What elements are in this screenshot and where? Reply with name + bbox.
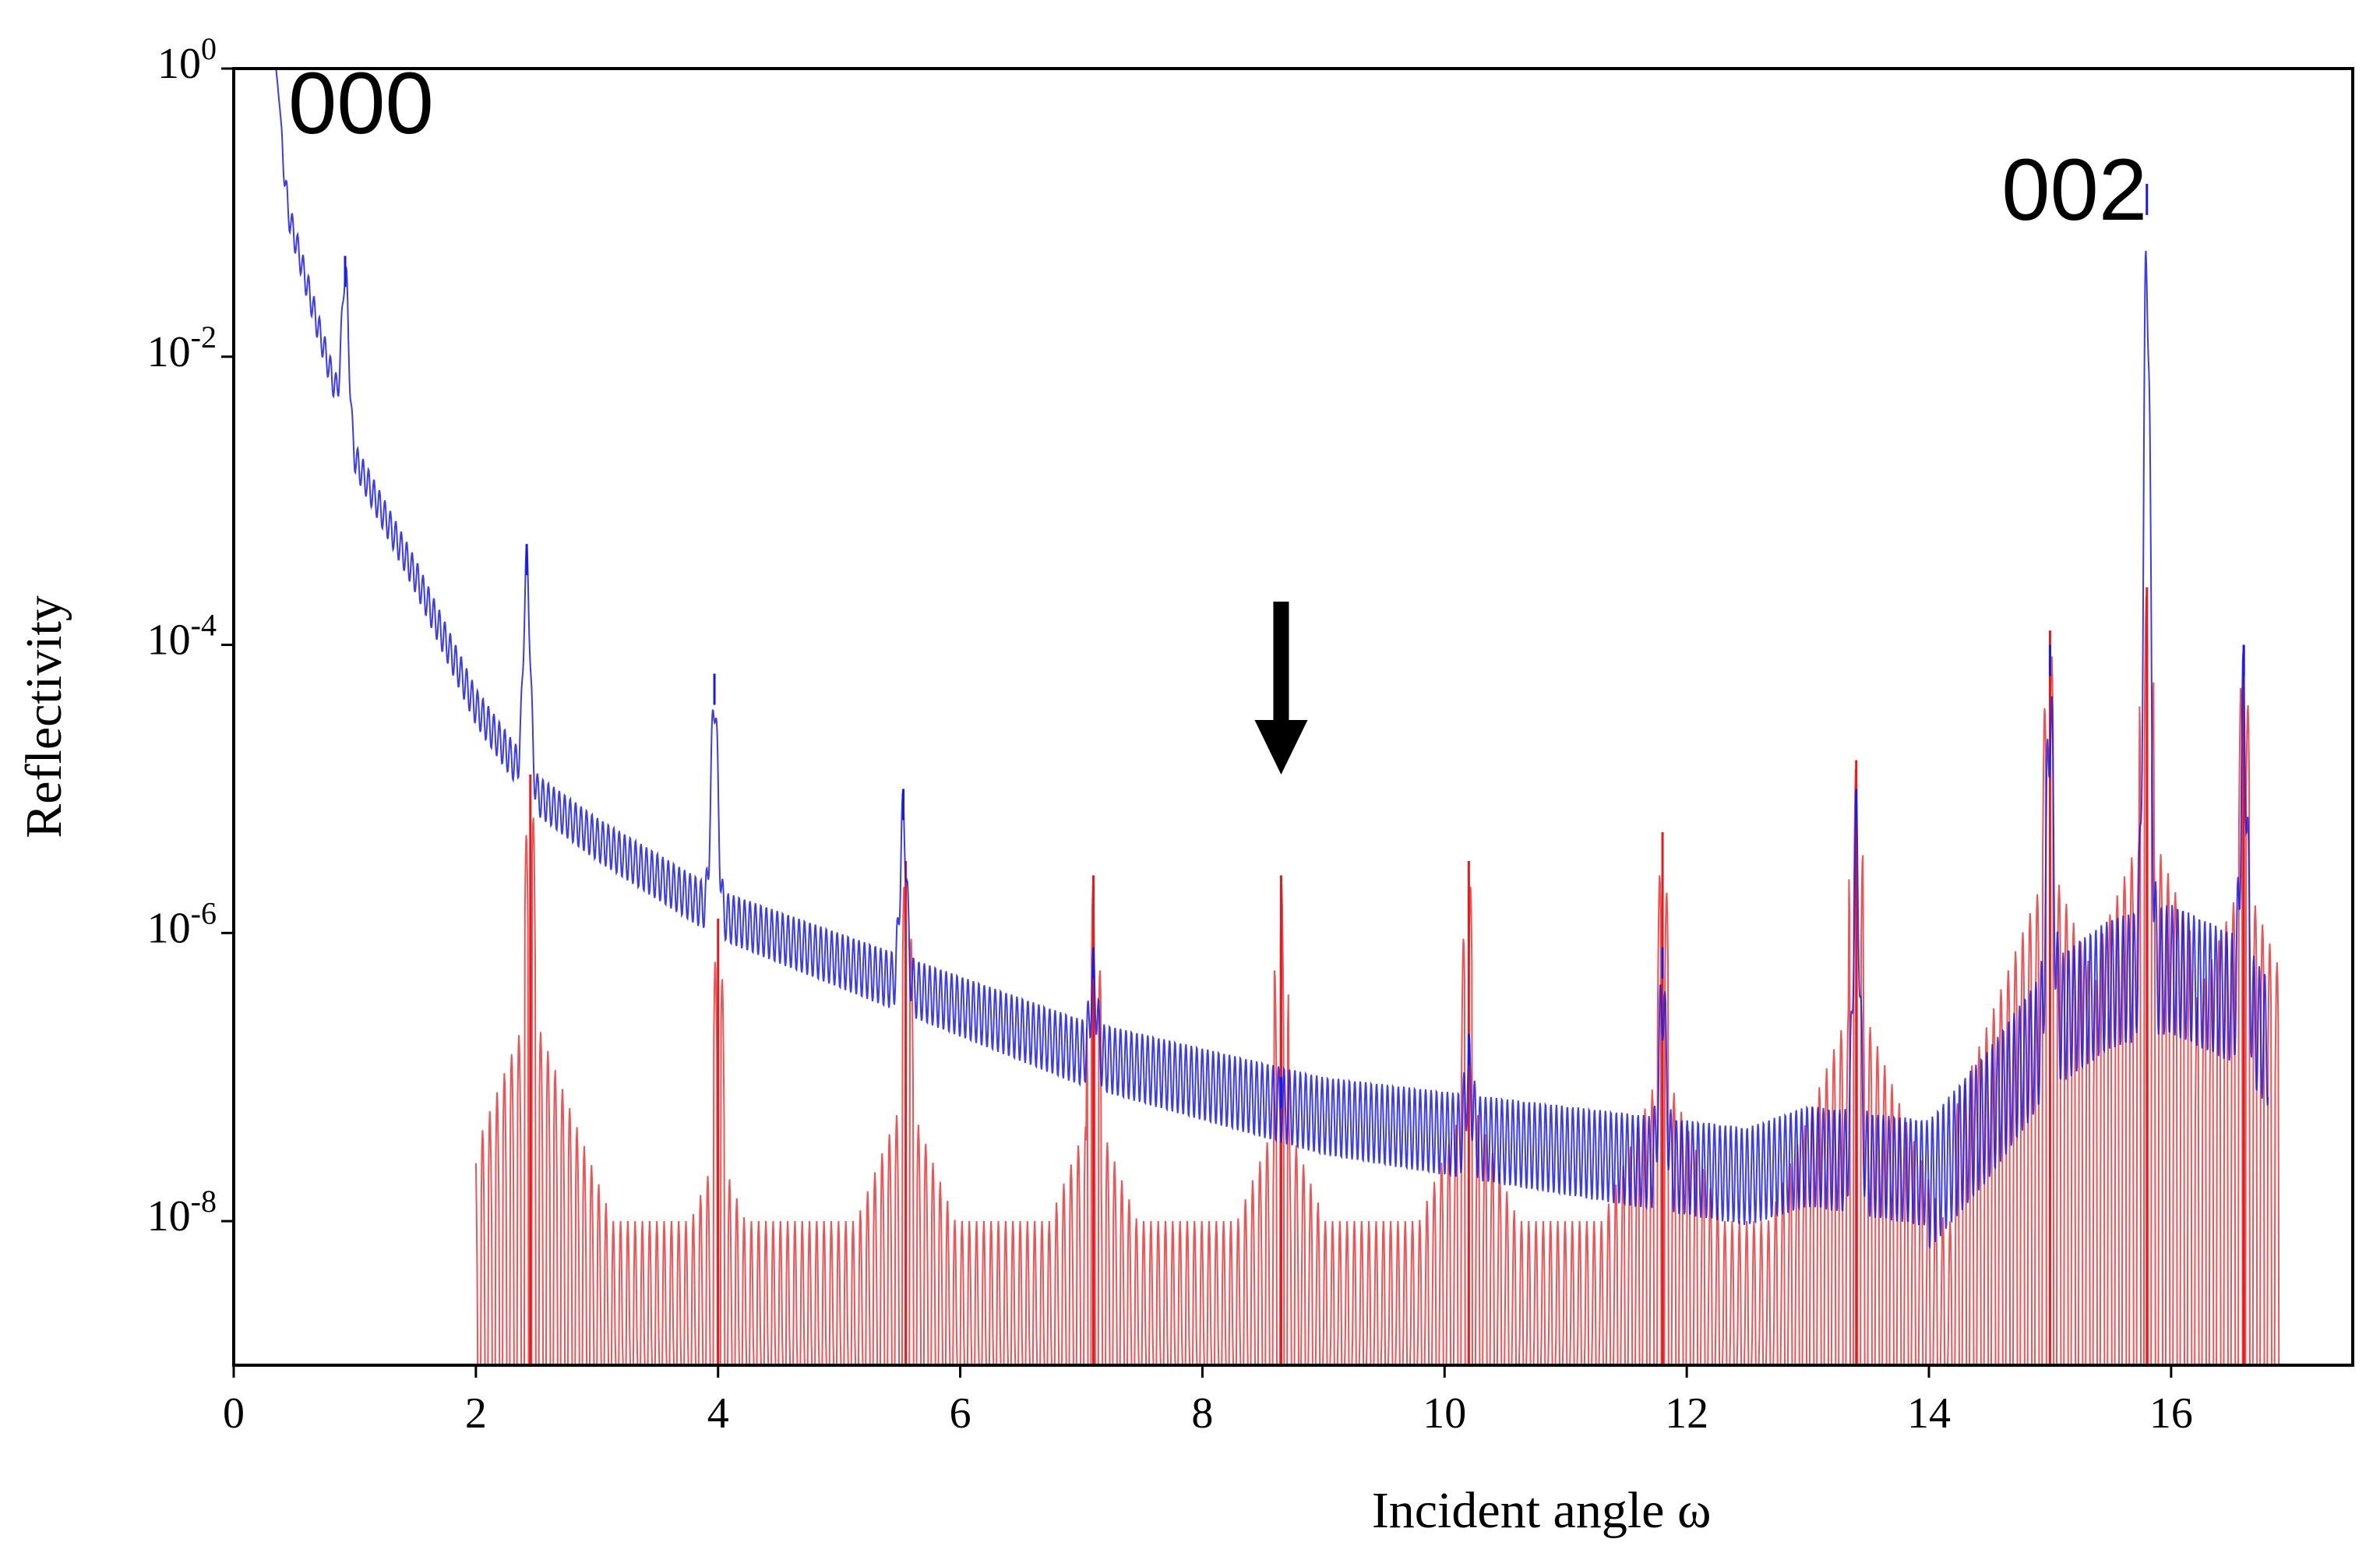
y-tick-label: 10-6 — [147, 895, 217, 952]
x-tick-label: 8 — [1191, 1389, 1213, 1438]
x-tick-label: 12 — [1665, 1389, 1708, 1438]
y-tick-label: 10-4 — [147, 608, 217, 665]
plot-frame — [232, 67, 2354, 1367]
x-axis-title: Incident angle ω — [1372, 1482, 1712, 1539]
blue-series-line — [245, 68, 2269, 1249]
arrow-head — [1254, 719, 1308, 775]
x-tick-label: 0 — [223, 1389, 245, 1438]
y-axis-ticks: 100 10-2 10-4 10-6 10-8 — [147, 31, 234, 1241]
x-tick-label: 16 — [2149, 1389, 2193, 1438]
y-tick-label: 100 — [157, 31, 217, 88]
blue-series-group — [245, 68, 2269, 1249]
annotation-000: 000 — [288, 55, 434, 152]
x-tick-label: 2 — [465, 1389, 487, 1438]
y-axis-title: Reflectivity — [16, 595, 72, 838]
x-tick-label: 6 — [950, 1389, 971, 1438]
x-tick-label: 10 — [1423, 1389, 1466, 1438]
down-arrow-icon — [1254, 602, 1308, 775]
y-tick-label: 10-8 — [147, 1184, 217, 1241]
y-tick-label: 10-2 — [147, 319, 217, 376]
red-series-line — [474, 595, 2280, 1366]
x-tick-label: 4 — [707, 1389, 729, 1438]
annotation-002: 002 — [2001, 141, 2147, 238]
red-series-group — [474, 587, 2280, 1366]
x-axis-ticks: 0 2 4 6 8 10 12 14 16 — [223, 1365, 2193, 1438]
x-tick-label: 14 — [1907, 1389, 1951, 1438]
